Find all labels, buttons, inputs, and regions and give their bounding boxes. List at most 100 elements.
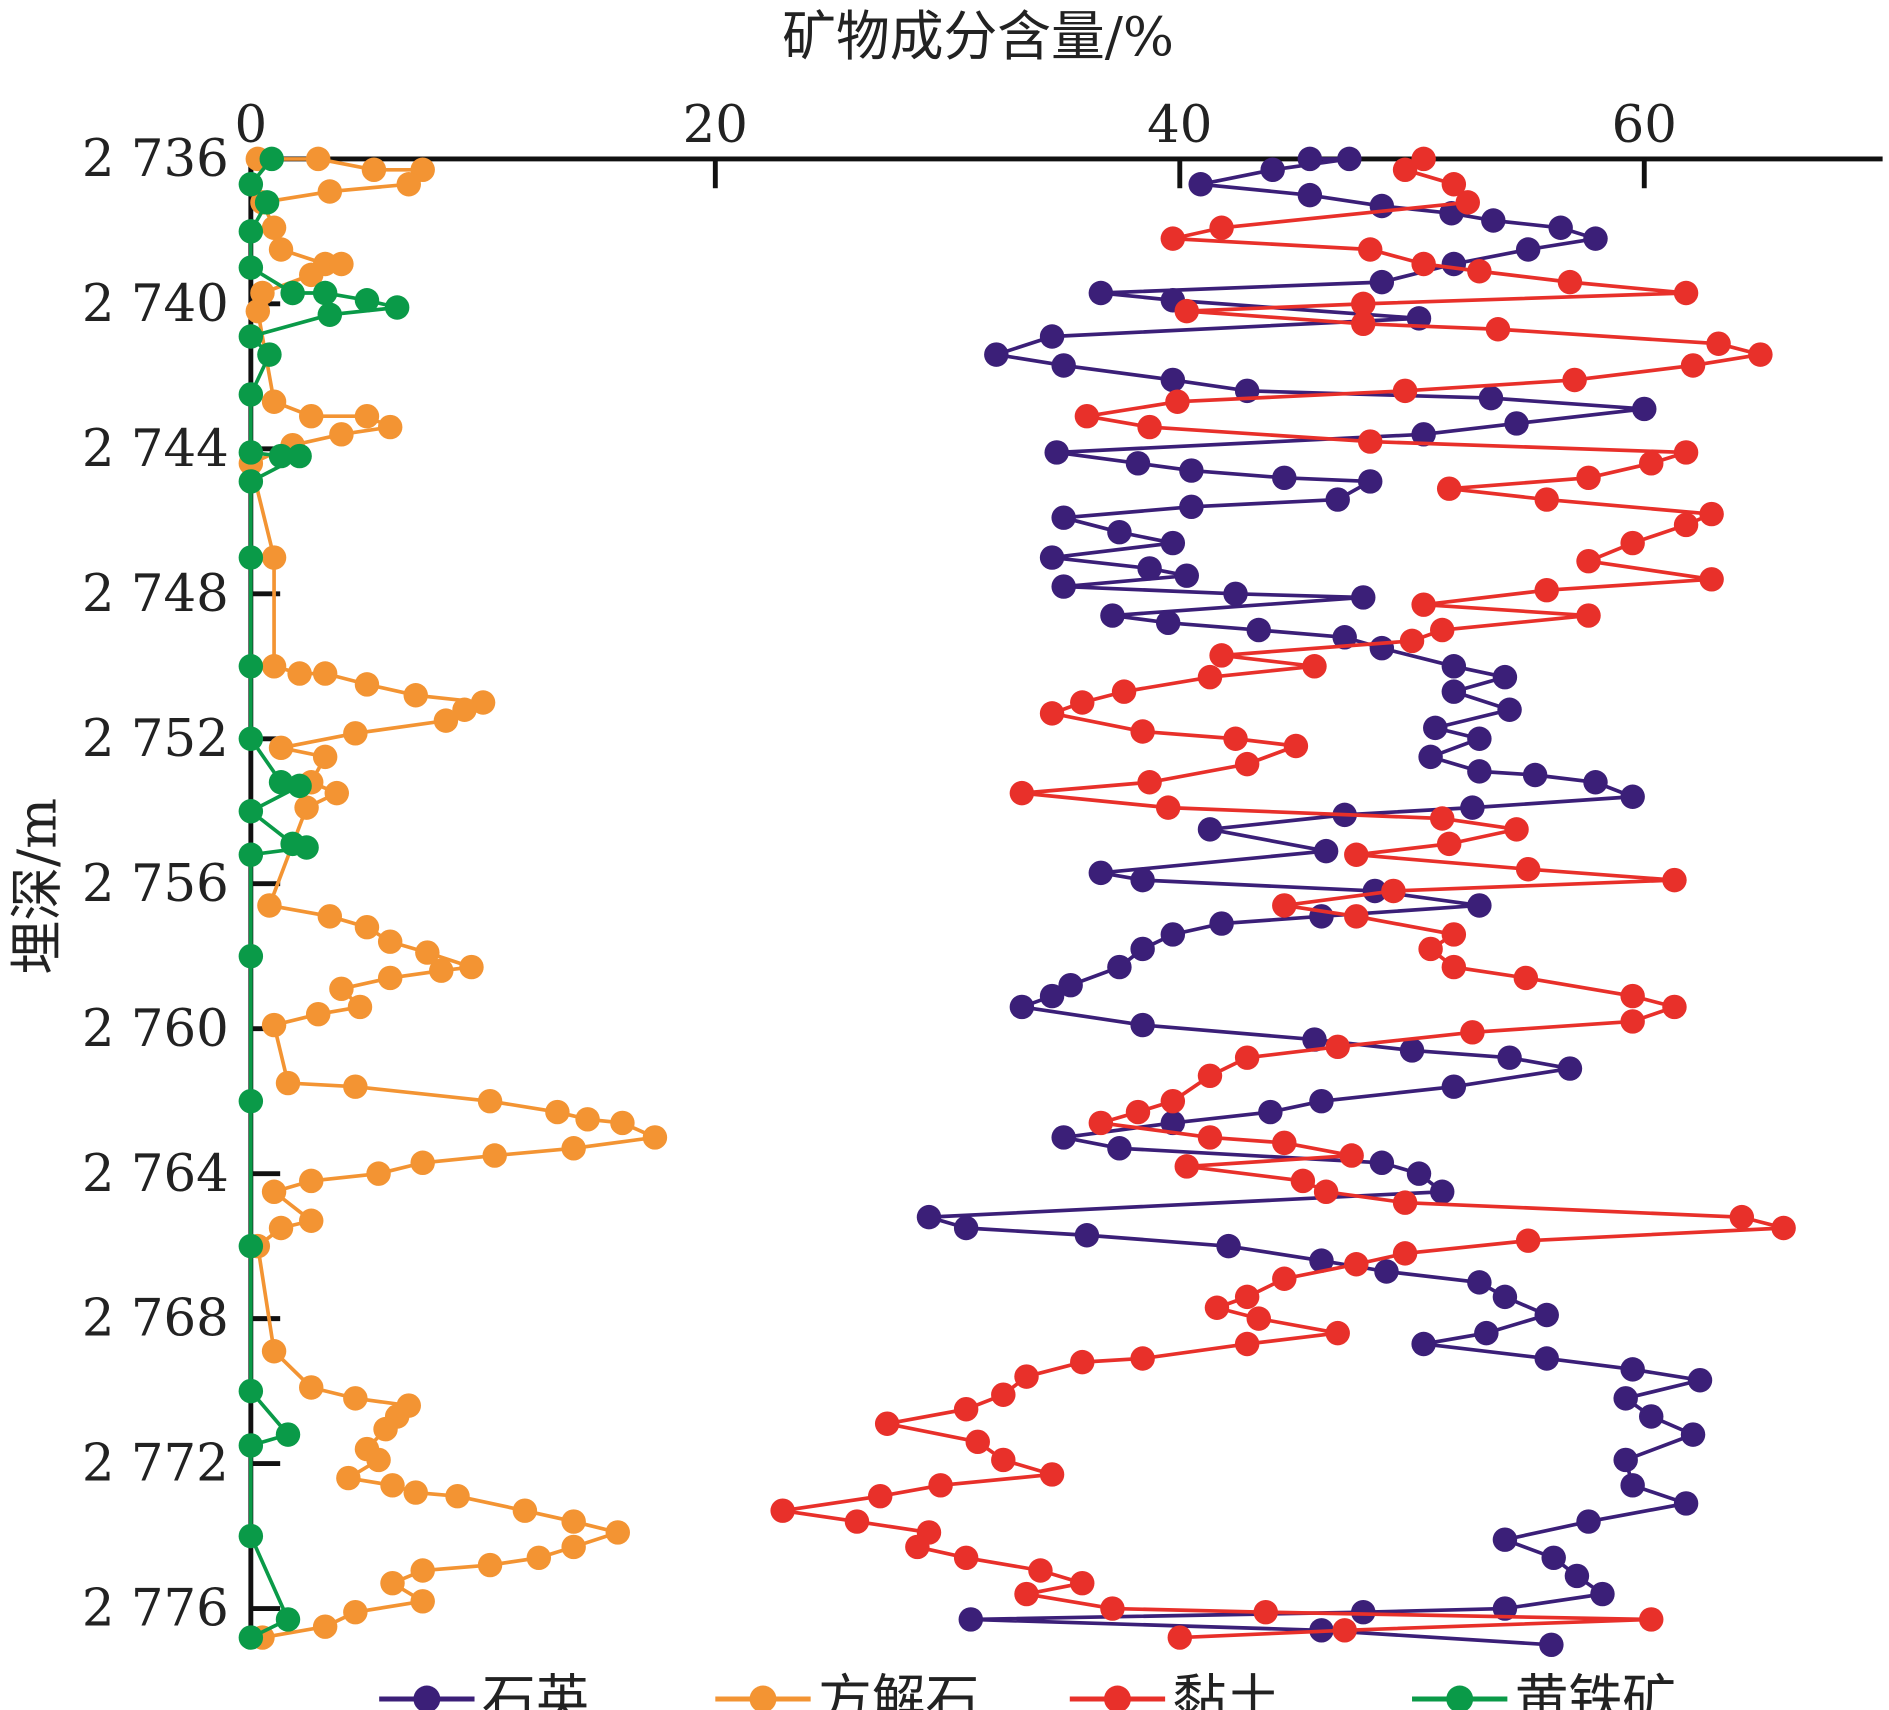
series-2 <box>238 146 668 1650</box>
data-point <box>1399 1038 1425 1063</box>
data-point <box>965 1429 990 1455</box>
data-point <box>1515 857 1541 882</box>
data-point <box>257 893 282 918</box>
data-point <box>1197 1063 1223 1089</box>
data-point <box>1337 146 1362 172</box>
data-point <box>1680 353 1706 378</box>
data-point <box>470 690 496 715</box>
data-point <box>1639 1404 1664 1429</box>
legend-label: 方解石 <box>818 1669 979 1710</box>
data-point <box>1272 1266 1297 1291</box>
data-point <box>238 324 264 349</box>
data-point <box>1297 182 1323 208</box>
data-point <box>1620 784 1645 809</box>
data-point <box>1246 1306 1271 1331</box>
data-point <box>1258 1099 1283 1125</box>
data-point <box>1174 1154 1199 1179</box>
data-point <box>1576 1509 1601 1534</box>
data-point <box>1100 1596 1125 1621</box>
data-point <box>1039 545 1065 570</box>
data-point <box>1771 1215 1796 1241</box>
data-point <box>377 965 403 991</box>
data-point <box>1014 1364 1039 1389</box>
data-point <box>1411 146 1436 172</box>
series-line <box>248 157 662 1640</box>
data-point <box>1051 353 1076 378</box>
data-point <box>1411 592 1436 617</box>
data-point <box>238 1523 264 1549</box>
data-point <box>1297 146 1323 172</box>
data-point <box>1374 1259 1399 1284</box>
x-tick-label: 40 <box>1147 95 1212 155</box>
data-point <box>1467 759 1492 784</box>
data-point <box>1009 780 1035 806</box>
data-point <box>275 1422 301 1447</box>
data-point <box>1351 585 1376 610</box>
data-point <box>1325 1320 1350 1346</box>
data-point <box>1358 469 1383 494</box>
data-point <box>280 280 305 306</box>
data-point <box>1160 367 1186 393</box>
data-point <box>354 914 380 940</box>
data-point <box>1534 577 1559 603</box>
data-point <box>1100 603 1125 628</box>
data-point <box>905 1534 930 1560</box>
data-point <box>259 146 284 172</box>
x-tick-label: 20 <box>683 95 748 155</box>
data-point <box>1290 1168 1316 1194</box>
data-point <box>257 342 282 367</box>
data-point <box>377 929 403 954</box>
data-point <box>1515 1228 1541 1253</box>
data-point <box>984 342 1009 367</box>
data-point <box>1088 1110 1114 1136</box>
data-point <box>1557 269 1583 295</box>
series-4 <box>238 146 410 1650</box>
data-point <box>317 302 343 327</box>
data-point <box>867 1483 893 1509</box>
data-point <box>1165 389 1190 414</box>
x-axis-title: 矿物成分含量/% <box>782 5 1174 68</box>
data-point <box>545 1099 570 1125</box>
data-point <box>1137 556 1162 581</box>
data-point <box>1253 1599 1278 1625</box>
data-point <box>1729 1204 1755 1230</box>
data-point <box>361 157 387 182</box>
data-point <box>1436 831 1462 857</box>
data-point <box>1130 719 1155 744</box>
data-point <box>1111 679 1137 704</box>
data-point <box>268 735 294 761</box>
data-point <box>268 237 294 262</box>
data-point <box>1406 1161 1432 1186</box>
data-point <box>1460 1020 1485 1045</box>
data-point <box>1673 440 1699 465</box>
data-point <box>1381 878 1406 904</box>
data-point <box>275 1607 301 1632</box>
data-point <box>305 146 331 172</box>
data-point <box>1680 1422 1706 1447</box>
data-point <box>343 1599 368 1625</box>
data-point <box>312 744 338 770</box>
data-point <box>1429 806 1455 831</box>
data-point <box>1411 1331 1436 1357</box>
y-tick-label: 2 756 <box>82 854 229 914</box>
data-point <box>384 295 410 320</box>
series-3 <box>770 146 1796 1650</box>
data-point <box>1673 1491 1699 1516</box>
data-point <box>354 403 380 429</box>
data-point <box>1369 635 1395 661</box>
data-point <box>312 661 338 686</box>
data-point <box>287 443 312 469</box>
data-point <box>238 654 264 679</box>
data-point <box>605 1520 631 1545</box>
data-point <box>1467 726 1492 751</box>
data-point <box>953 1215 979 1241</box>
data-point <box>1522 762 1548 788</box>
data-point <box>268 770 294 795</box>
data-point <box>452 697 477 722</box>
data-point <box>1283 733 1309 759</box>
data-point <box>1234 1284 1260 1310</box>
data-point <box>1130 1012 1155 1038</box>
y-tick-label: 2 740 <box>82 274 229 334</box>
data-point <box>1197 1125 1223 1150</box>
